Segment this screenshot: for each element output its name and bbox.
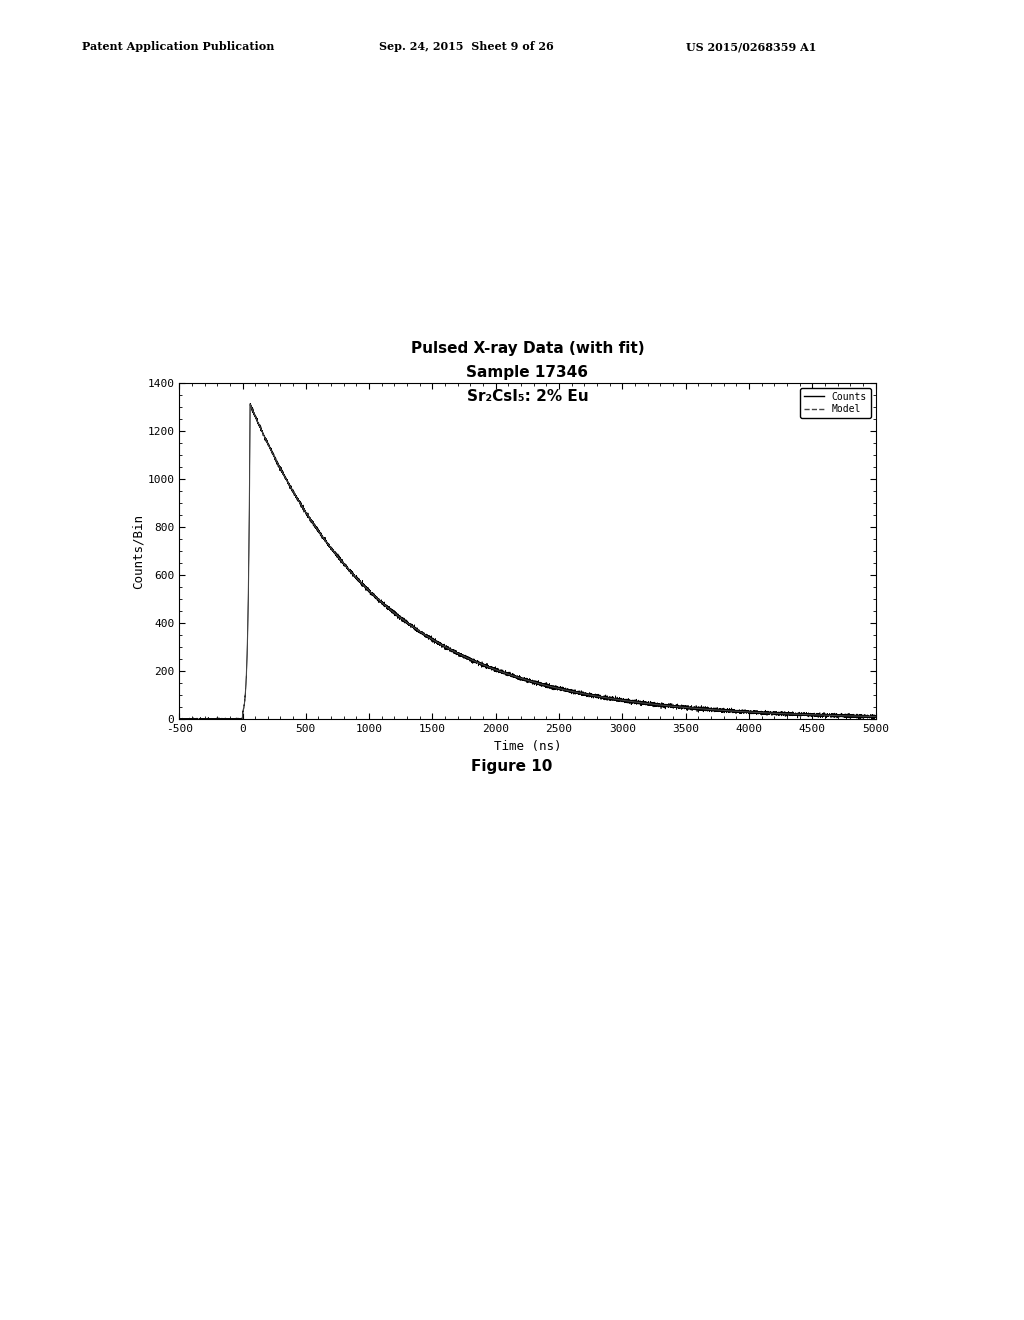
Text: Sep. 24, 2015  Sheet 9 of 26: Sep. 24, 2015 Sheet 9 of 26	[379, 41, 554, 53]
Counts	[739, 704, 752, 719]
X-axis label: Time (ns): Time (ns)	[494, 739, 561, 752]
Text: US 2015/0268359 A1: US 2015/0268359 A1	[686, 41, 816, 53]
Counts	[732, 702, 744, 718]
Model	[173, 711, 185, 727]
Model	[739, 704, 752, 719]
Model	[573, 685, 586, 701]
Model	[869, 709, 882, 725]
Model	[244, 396, 256, 412]
Text: Sr₂CsI₅: 2% Eu: Sr₂CsI₅: 2% Eu	[467, 389, 588, 404]
Counts	[573, 684, 586, 700]
Line: Counts: Counts	[179, 404, 876, 719]
Counts	[480, 657, 493, 673]
Text: Sample 17346: Sample 17346	[466, 366, 589, 380]
Line: Model: Model	[179, 404, 876, 719]
Counts	[869, 709, 882, 725]
Counts	[706, 701, 718, 717]
Model	[706, 702, 718, 718]
Model	[212, 711, 224, 727]
Counts	[212, 711, 224, 727]
Legend: Counts, Model: Counts, Model	[801, 388, 870, 418]
Counts	[244, 396, 256, 412]
Model	[732, 704, 744, 719]
Text: Pulsed X-ray Data (with fit): Pulsed X-ray Data (with fit)	[411, 342, 644, 356]
Counts	[173, 711, 185, 727]
Model	[480, 659, 493, 675]
Text: Patent Application Publication: Patent Application Publication	[82, 41, 274, 53]
Text: Figure 10: Figure 10	[471, 759, 553, 774]
Y-axis label: Counts/Bin: Counts/Bin	[131, 513, 144, 589]
